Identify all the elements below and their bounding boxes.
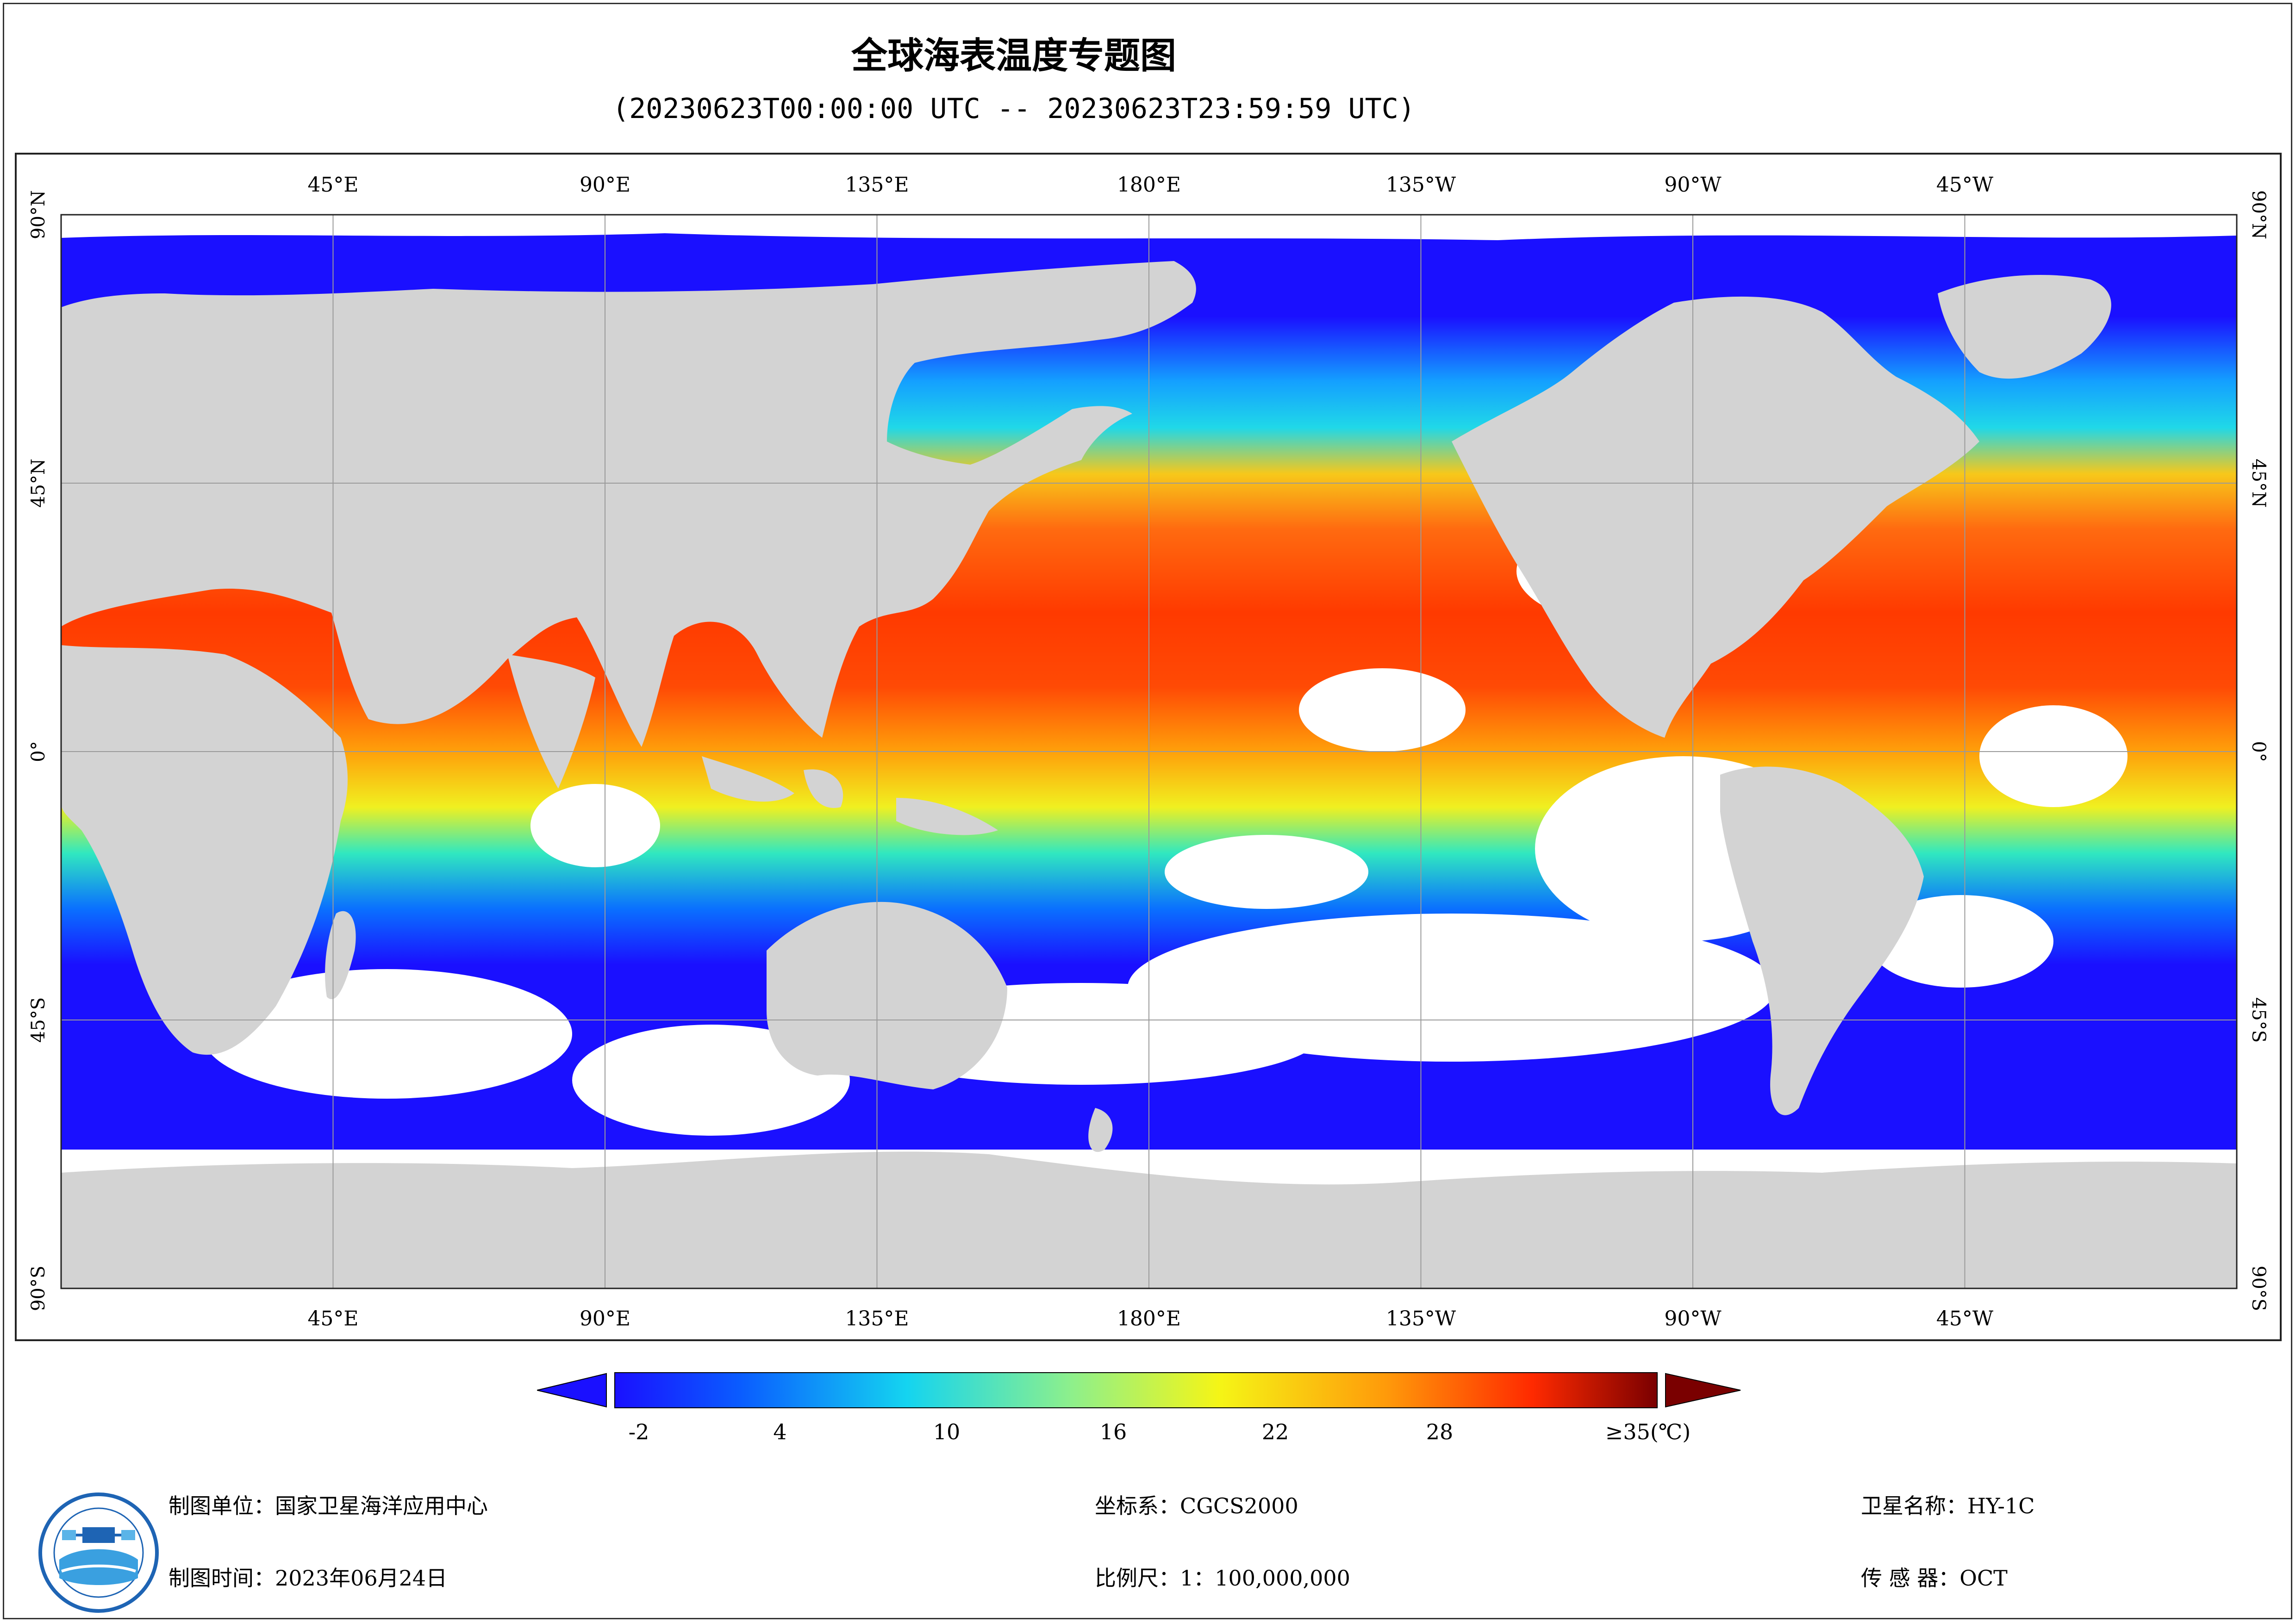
- lat-label: 90°N: [28, 190, 49, 239]
- lon-label: 45°E: [307, 1307, 358, 1331]
- lat-label: 0°: [2248, 741, 2269, 762]
- colorbar-tick-label: 16: [1100, 1419, 1127, 1444]
- lon-label: 90°W: [1664, 1307, 1722, 1331]
- lon-label: 90°E: [580, 173, 630, 197]
- map-title: 全球海表温度专题图: [851, 35, 1176, 77]
- lon-labels-bottom: 45°E 90°E 135°E 180°E 135°W 90°W 45°W: [307, 1307, 1993, 1331]
- plot-border: [60, 214, 2238, 1289]
- sensor-name: 传 感 器：OCT: [1861, 1566, 2008, 1591]
- satellite-name: 卫星名称：HY-1C: [1861, 1493, 2035, 1518]
- lat-label: 45°N: [2248, 459, 2269, 508]
- colorbar-tick-label: 4: [773, 1419, 786, 1444]
- lon-label: 135°E: [845, 1307, 909, 1331]
- lat-label: 90°S: [28, 1266, 49, 1311]
- lat-label: 45°S: [28, 997, 49, 1043]
- colorbar-tick-label: 10: [933, 1419, 961, 1444]
- color-legend: -2 4 10 16 22 28 ≥35(℃): [537, 1370, 1750, 1458]
- map-scale: 比例尺：1：100,000,000: [1095, 1566, 1350, 1591]
- map-frame: 45°E 90°E 135°E 180°E 135°W 90°W 45°W 45…: [15, 153, 2282, 1341]
- colorbar-max-arrow: [1665, 1373, 1741, 1408]
- colorbar-tick-label: -2: [629, 1419, 649, 1444]
- lon-label: 180°E: [1117, 173, 1181, 197]
- lon-labels-top: 45°E 90°E 135°E 180°E 135°W 90°W 45°W: [307, 173, 1993, 197]
- map-svg: 45°E 90°E 135°E 180°E 135°W 90°W 45°W 45…: [28, 173, 2269, 1331]
- lon-label: 45°E: [307, 173, 358, 197]
- colorbar-tick-label: 28: [1426, 1419, 1454, 1444]
- colorbar-tick-label: 22: [1262, 1419, 1289, 1444]
- lon-label: 45°W: [1936, 173, 1994, 197]
- lon-label: 90°E: [580, 1307, 630, 1331]
- lat-label: 90°N: [2248, 190, 2269, 239]
- graticule: [61, 215, 2237, 1288]
- lat-label: 45°N: [28, 459, 49, 508]
- lon-label: 135°W: [1386, 1307, 1456, 1331]
- colorbar-tick-label: ≥35(℃): [1605, 1419, 1691, 1444]
- map-subtitle: (20230623T00:00:00 UTC -- 20230623T23:59…: [612, 93, 1415, 125]
- colorbar-gradient: [614, 1372, 1658, 1408]
- lat-label: 45°S: [2248, 997, 2269, 1043]
- lat-label: 90°S: [2248, 1266, 2269, 1311]
- mapping-unit: 制图单位：国家卫星海洋应用中心: [168, 1493, 488, 1518]
- lat-label: 0°: [28, 741, 49, 762]
- mapping-time: 制图时间：2023年06月24日: [168, 1566, 448, 1591]
- colorbar-min-arrow: [537, 1373, 607, 1408]
- figure-frame: [3, 3, 2292, 1619]
- lon-label: 135°E: [845, 173, 909, 197]
- lon-label: 180°E: [1117, 1307, 1181, 1331]
- coordinate-system: 坐标系：CGCS2000: [1095, 1493, 1298, 1518]
- lon-label: 45°W: [1936, 1307, 1994, 1331]
- lat-labels-right: 90°N 45°N 0° 45°S 90°S: [2248, 190, 2269, 1311]
- nsoas-logo: [36, 1490, 161, 1615]
- lat-labels-left: 90°N 45°N 0° 45°S 90°S: [28, 190, 49, 1311]
- lon-label: 135°W: [1386, 173, 1456, 197]
- lon-label: 90°W: [1664, 173, 1722, 197]
